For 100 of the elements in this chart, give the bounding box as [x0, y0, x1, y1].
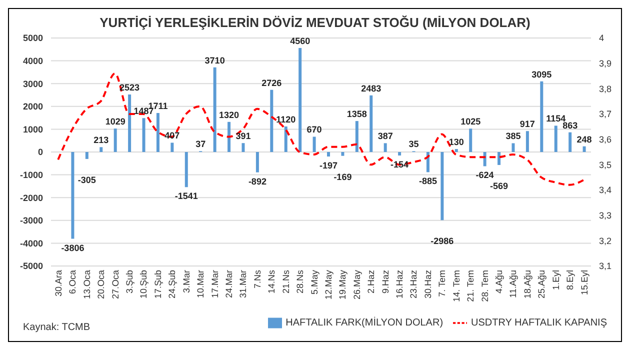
- x-tick-label: 10.Mar: [196, 270, 206, 298]
- data-label: -305: [78, 174, 96, 185]
- y-tick-label: 0: [38, 147, 43, 158]
- y-tick-label: -3000: [20, 216, 43, 226]
- y2-tick-label: 4: [599, 33, 604, 44]
- bar: [327, 152, 330, 156]
- bar: [270, 90, 274, 152]
- x-tick-label: 5.May: [309, 270, 320, 295]
- x-tick-label: 8.Eyl: [565, 270, 576, 290]
- data-label: 385: [506, 131, 521, 142]
- x-tick-label: 13.Oca: [82, 270, 92, 300]
- data-label: 1320: [219, 110, 240, 120]
- bar: [71, 152, 74, 239]
- bar: [341, 152, 344, 156]
- y2-tick-label: 3,1: [599, 261, 612, 272]
- data-label: -3806: [61, 242, 84, 253]
- data-label: 1029: [105, 116, 126, 127]
- bar: [228, 122, 231, 152]
- text: Kaynak: TCMB: [23, 322, 90, 333]
- data-label: 407: [164, 130, 180, 141]
- data-label: -154: [390, 160, 409, 170]
- y2-tick-label: 3,8: [599, 84, 612, 94]
- y-tick-label: 3000: [22, 78, 43, 89]
- bar: [355, 121, 358, 152]
- bar: [440, 152, 444, 220]
- bar: [128, 94, 132, 152]
- y-tick-label: -1000: [20, 170, 43, 180]
- x-tick-label: 4.Ağu: [494, 270, 504, 294]
- x-tick-label: 21. Tem: [466, 270, 476, 302]
- data-label: 917: [520, 119, 535, 130]
- x-tick-label: 17.Şub: [152, 270, 163, 299]
- bar: [242, 143, 245, 152]
- x-tick-label: 19.May: [338, 270, 348, 300]
- x-tick-label: 2.Haz: [366, 270, 376, 294]
- data-label: -892: [248, 176, 266, 186]
- y-tick-label: 1000: [22, 124, 43, 134]
- bar: [114, 128, 117, 152]
- bar: [568, 132, 572, 152]
- bar: [298, 48, 302, 152]
- data-label: -2986: [430, 236, 454, 246]
- y2-tick-label: 3,2: [599, 236, 612, 246]
- x-tick-label: 24.Şub: [167, 270, 178, 299]
- data-label: 3710: [204, 55, 225, 66]
- bar: [312, 136, 316, 152]
- bar: [184, 152, 188, 188]
- bar: [370, 95, 373, 152]
- x-tick-label: 20.Oca: [96, 270, 106, 300]
- x-tick-label: 23.Haz: [408, 270, 419, 299]
- data-label: 3095: [532, 69, 552, 80]
- bar: [582, 146, 586, 152]
- data-label: 37: [196, 139, 206, 150]
- bar: [554, 126, 558, 152]
- data-label: 130: [448, 137, 464, 148]
- x-tick-label: 18.Ağu: [522, 270, 532, 299]
- x-tick-label: 30.Haz: [422, 270, 433, 299]
- y-tick-label: 4000: [22, 56, 43, 66]
- bar: [256, 152, 259, 172]
- bar: [469, 128, 472, 152]
- bar: [213, 67, 216, 152]
- bar: [85, 152, 88, 159]
- data-label: 213: [94, 135, 109, 146]
- bar: [284, 126, 288, 152]
- y2-tick-label: 3,6: [599, 134, 612, 145]
- x-tick-label: 25.Ağu: [536, 270, 547, 299]
- data-label: 391: [236, 131, 251, 142]
- bar: [526, 131, 529, 152]
- data-label: -885: [418, 176, 437, 186]
- y2-tick-label: 3,9: [599, 58, 612, 69]
- y-tick-label: 2000: [22, 102, 43, 112]
- bar: [384, 143, 387, 152]
- x-tick-label: 10.Şub: [138, 270, 149, 299]
- data-label: 1487: [134, 106, 154, 116]
- x-tick-label: 27.Oca: [110, 270, 120, 300]
- bar: [100, 147, 103, 152]
- legend-label: HAFTALIK FARK(MİLYON DOLAR): [286, 318, 444, 329]
- x-tick-label: 31.Mar: [238, 270, 248, 298]
- data-label: 248: [576, 134, 592, 144]
- data-label: 2483: [361, 83, 382, 94]
- x-tick-label: 6.Oca: [68, 270, 78, 294]
- bar: [512, 143, 515, 152]
- data-label: -197: [319, 160, 338, 170]
- data-label: 387: [378, 131, 393, 142]
- bar: [454, 149, 458, 152]
- x-tick-label: 7.Ns: [252, 270, 262, 289]
- x-tick-label: 16.Haz: [394, 270, 405, 299]
- data-label: 4560: [290, 36, 310, 46]
- y2-tick-label: 3,5: [599, 160, 612, 170]
- x-tick-label: 28.Ns: [295, 270, 306, 294]
- bar: [398, 152, 402, 156]
- x-tick-label: 7. Tem: [437, 270, 448, 297]
- bar: [540, 81, 544, 152]
- legend-label: USDTRY HAFTALIK KAPANIŞ: [471, 318, 607, 329]
- x-tick-label: 11.Ağu: [508, 270, 518, 298]
- x-tick-label: 9.Haz: [380, 270, 390, 294]
- x-tick-label: 14. Tem: [451, 270, 462, 302]
- bar: [170, 142, 174, 152]
- x-tick-label: 30.Ara: [53, 270, 64, 297]
- data-label: 1120: [276, 114, 296, 124]
- data-label: 670: [306, 124, 322, 135]
- y-tick-label: 5000: [22, 33, 43, 44]
